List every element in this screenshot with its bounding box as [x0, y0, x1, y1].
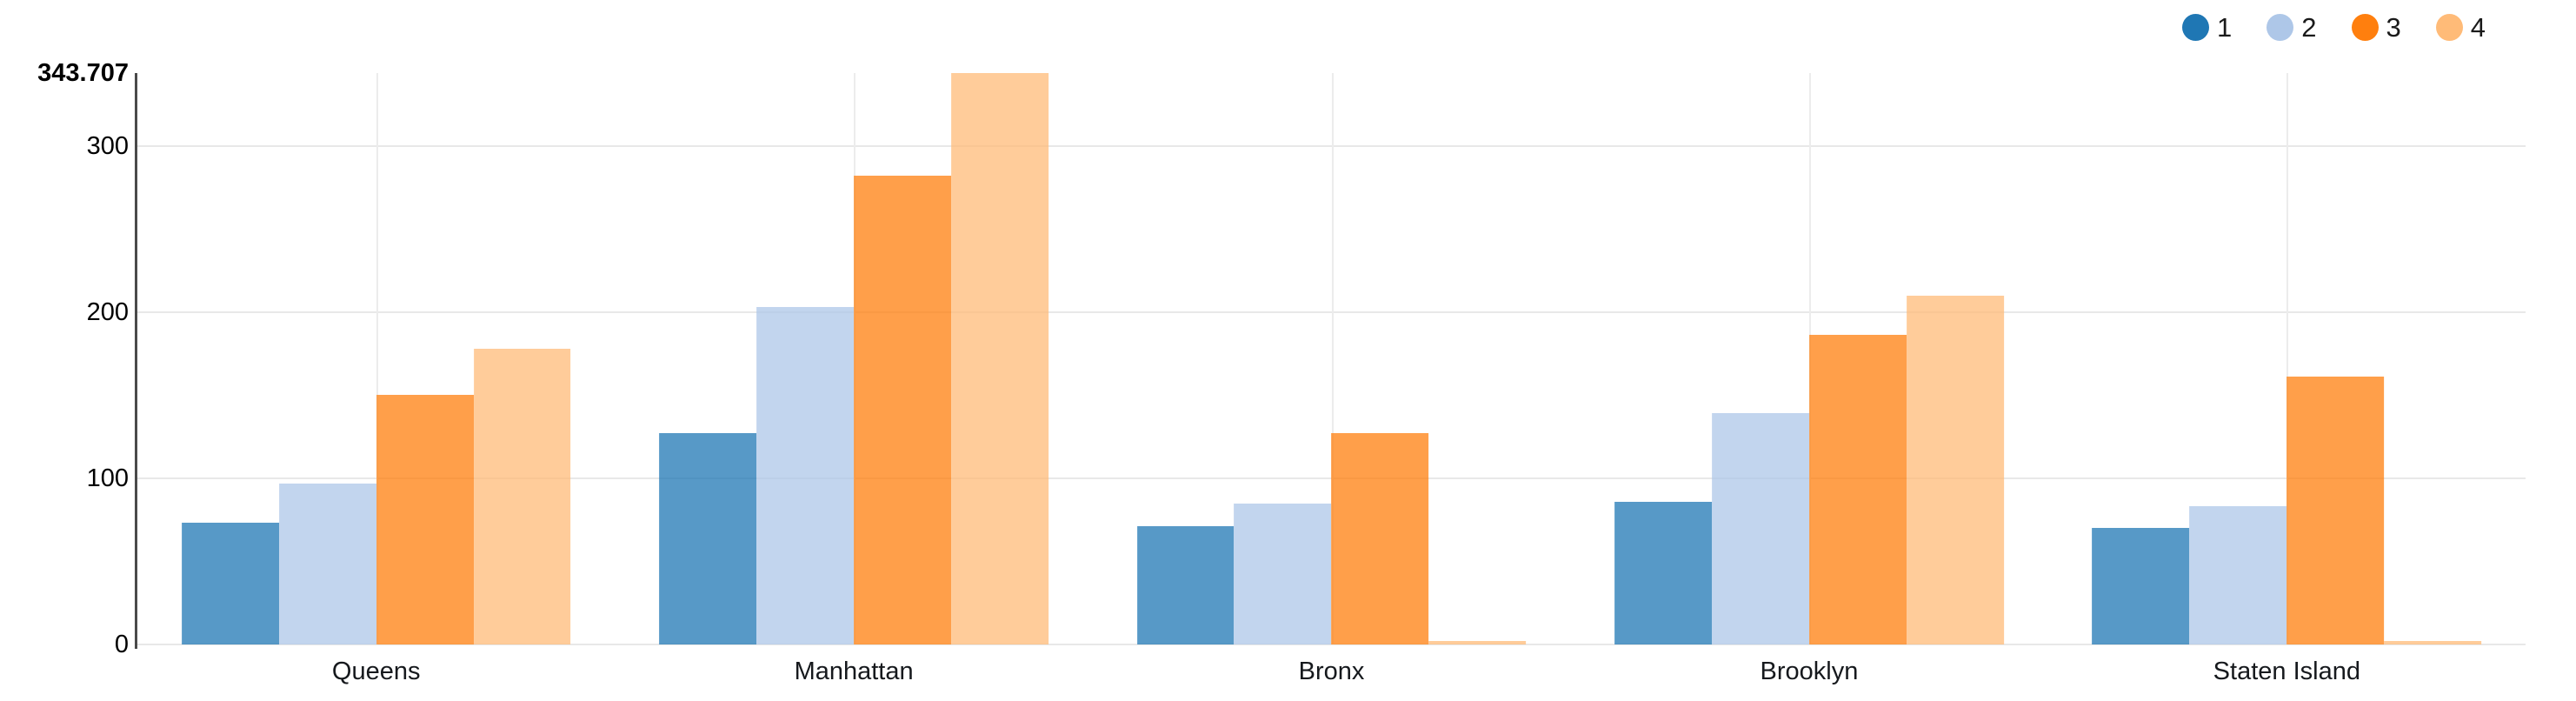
legend-label: 1 [2217, 12, 2233, 43]
bar-series-4-staten-island[interactable] [2384, 641, 2482, 644]
bars [1614, 73, 2004, 644]
x-category-label: Queens [331, 658, 421, 685]
gridline-horizontal [137, 477, 2526, 479]
bars [1136, 73, 1527, 644]
legend-label: 4 [2470, 12, 2486, 43]
bar-group-bronx [1093, 73, 1570, 644]
legend-swatch-icon [2435, 14, 2463, 41]
bar-series-4-manhattan[interactable] [951, 73, 1048, 644]
legend-item-1[interactable]: 1 [2182, 14, 2232, 41]
bar-groups [137, 73, 2526, 644]
bar-series-4-brooklyn[interactable] [1906, 295, 2004, 644]
bar-series-3-manhattan[interactable] [854, 175, 952, 644]
x-axis-labels: Queens Manhattan Bronx Brooklyn Staten Islan… [137, 658, 2526, 686]
y-axis-line [135, 73, 137, 649]
x-category-label: Brooklyn [1760, 658, 1859, 685]
legend-swatch-icon [2266, 14, 2294, 41]
bar-series-3-bronx[interactable] [1331, 433, 1429, 644]
legend-item-4[interactable]: 4 [2435, 12, 2486, 43]
legend-label: 3 [2386, 12, 2401, 43]
gridline-vertical [1331, 73, 1334, 644]
bars [659, 73, 1048, 644]
bar-group-manhattan [615, 73, 1092, 644]
gridline-horizontal [137, 644, 2526, 645]
bar-series-3-queens[interactable] [376, 395, 474, 644]
bar-series-1-bronx[interactable] [1136, 526, 1235, 644]
bars [2092, 73, 2482, 644]
bar-series-3-brooklyn[interactable] [1808, 335, 1907, 644]
legend-item-3[interactable]: 3 [2351, 12, 2401, 43]
bar-series-1-brooklyn[interactable] [1614, 501, 1712, 644]
legend-swatch-icon [2182, 14, 2209, 41]
gridline-vertical [2286, 73, 2289, 644]
bar-series-2-manhattan[interactable] [756, 306, 855, 644]
bar-series-1-manhattan[interactable] [659, 433, 757, 644]
x-category-label: Bronx [1298, 658, 1365, 685]
x-category-label: Manhattan [794, 658, 914, 685]
bar-group-staten-island [2048, 73, 2526, 644]
gridline-vertical [376, 73, 378, 644]
legend-item-2[interactable]: 2 [2266, 12, 2317, 43]
bar-series-2-brooklyn[interactable] [1711, 413, 1809, 644]
bar-group-brooklyn [1570, 73, 2047, 644]
gridline-horizontal [137, 310, 2526, 313]
y-tick-label: 0 [114, 631, 129, 658]
bar-series-3-staten-island[interactable] [2286, 377, 2385, 644]
bar-series-1-queens[interactable] [181, 523, 279, 644]
bar-series-2-bronx[interactable] [1234, 503, 1332, 644]
legend-swatch-icon [2351, 14, 2379, 41]
gridline-horizontal [137, 144, 2526, 147]
bars [181, 73, 571, 644]
y-axis-labels: 0 100 200 300 343.707 [0, 59, 129, 658]
plot-area [135, 73, 2526, 649]
x-category-label: Staten Island [2213, 658, 2360, 685]
bar-group-queens [137, 73, 615, 644]
bar-series-4-queens[interactable] [473, 348, 571, 644]
y-tick-label: 200 [86, 297, 129, 326]
y-axis-max-label: 343.707 [37, 59, 129, 87]
y-tick-label: 100 [86, 464, 129, 492]
legend: 1 2 3 4 [2182, 14, 2486, 41]
bar-series-2-staten-island[interactable] [2189, 506, 2287, 644]
bar-series-1-staten-island[interactable] [2092, 528, 2190, 644]
bar-series-2-queens[interactable] [278, 483, 376, 644]
legend-label: 2 [2301, 12, 2317, 43]
y-tick-label: 300 [86, 131, 129, 160]
bar-series-4-bronx[interactable] [1428, 641, 1527, 644]
